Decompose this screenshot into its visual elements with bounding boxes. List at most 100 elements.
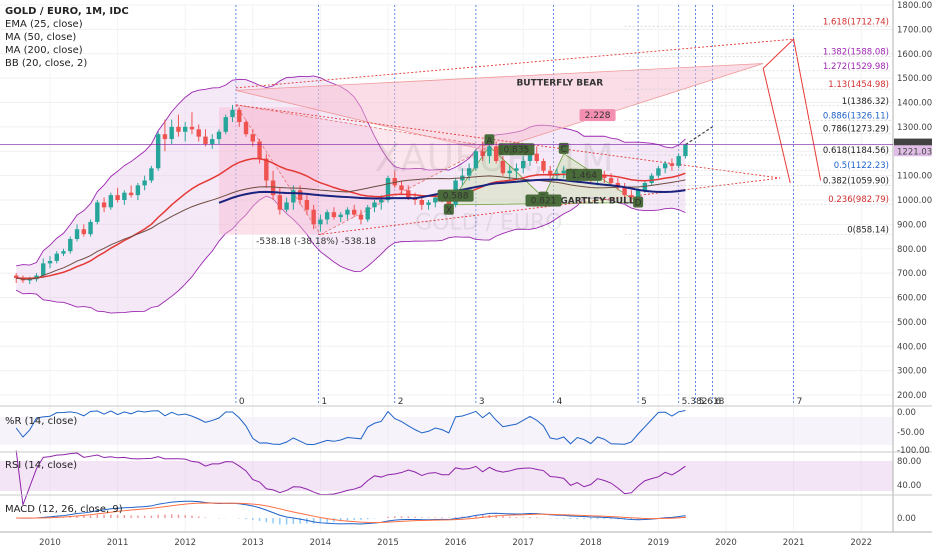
watermark-sub: GOLD / EURO: [415, 210, 563, 235]
candle-body: [635, 190, 641, 198]
candle-body: [189, 126, 195, 130]
fib-label: 1.382(1588.08): [823, 48, 889, 58]
price-tick-label: 300.00: [897, 367, 927, 377]
candle-body: [345, 209, 350, 215]
gartley-label: GARTLEY BULL: [560, 197, 634, 207]
year-tick-label: 2021: [783, 538, 805, 548]
channel-mid: [235, 104, 781, 179]
price-tick-label: 200.00: [897, 391, 927, 401]
butterfly-wing-2: [235, 104, 491, 236]
candle-body: [277, 195, 283, 210]
candle-body: [47, 260, 53, 264]
year-tick-label: 2010: [39, 538, 61, 548]
candle-body: [534, 153, 539, 161]
time-cycle-label: 0: [239, 397, 245, 407]
candle-body: [629, 195, 634, 198]
pattern-ratio-label-bg: [579, 109, 616, 122]
pattern-point-label: C: [561, 145, 567, 155]
pattern-ratio-label: 2.228: [585, 111, 611, 121]
year-tick-label: 2016: [445, 538, 467, 548]
candle-body: [297, 190, 303, 200]
candle-body: [41, 263, 46, 276]
time-cycle-label: 1: [321, 397, 327, 407]
candle-body: [331, 212, 337, 218]
candle-body: [230, 109, 235, 118]
channel-top: [235, 38, 794, 89]
candle-body: [203, 136, 208, 144]
candle-body: [419, 200, 424, 205]
price-tick-label: 1400.00: [897, 99, 932, 109]
candle-body: [95, 202, 100, 222]
pattern-ratio-label: 0.588: [443, 192, 469, 202]
time-cycle-label: 2: [398, 397, 404, 407]
candle-body: [291, 190, 296, 203]
candle-body: [128, 192, 134, 196]
pattern-point-bg: [484, 134, 495, 146]
candle-body: [162, 134, 168, 140]
macd-signal-line: [16, 502, 686, 524]
candle-body: [88, 221, 93, 235]
year-tick-label: 2014: [310, 538, 332, 548]
candle-body: [365, 207, 370, 220]
butterfly-label: BUTTERFLY BEAR: [516, 78, 603, 88]
fib-label: 0.618(1184.56): [823, 146, 889, 156]
price-axis-bg: [893, 0, 932, 550]
butterfly-wing-1: [235, 63, 764, 152]
price-tick-label: 700.00: [897, 269, 927, 279]
candle-body: [115, 195, 120, 200]
rsi-tick-label: 80.00: [897, 457, 921, 467]
pattern-ratio-label-bg: [437, 189, 474, 202]
rsi-band: [0, 461, 893, 491]
watermark-symbol: XAUEUR, 1M: [374, 136, 613, 180]
price-tick-label: 1800.00: [897, 1, 932, 11]
chart-title: GOLD / EURO, 1M, IDC: [5, 6, 129, 17]
fib-level-layer: 1.618(1712.74) 1.382(1588.08) 1.272(1529.9…: [624, 17, 893, 236]
pattern-point-label: X: [446, 206, 452, 216]
candle-body: [183, 126, 188, 132]
candle-body: [54, 253, 59, 261]
rsi-line: [15, 450, 686, 506]
wr-line: [15, 409, 686, 446]
candle-body: [352, 209, 357, 215]
bollinger-lower: [15, 195, 686, 314]
candle-body: [61, 251, 66, 254]
candle-body: [176, 126, 181, 132]
price-tick-label: 500.00: [897, 318, 927, 328]
wr-band: [0, 417, 893, 445]
time-cycle-label: 5.382: [682, 397, 708, 407]
candle-body: [507, 170, 512, 174]
time-cycle-label: 3: [479, 397, 485, 407]
bb-price-label: 1221.03: [897, 147, 932, 157]
price-tick-label: 1700.00: [897, 25, 932, 35]
candle-body: [155, 134, 161, 169]
candle-body: [304, 200, 310, 210]
wr-tick-label: -100.00: [897, 446, 930, 456]
candle-body: [493, 146, 499, 161]
price-tick-label: 800.00: [897, 245, 927, 255]
candle-body: [385, 178, 391, 200]
candle-body: [243, 122, 249, 135]
candle-body: [602, 175, 607, 179]
candle-body: [473, 151, 479, 169]
candle-body: [683, 144, 688, 157]
macd-tick-label: 0.00: [897, 514, 916, 524]
candle-body: [379, 200, 384, 203]
candle-body: [372, 202, 377, 208]
projection-path: [762, 38, 822, 181]
year-tick-label: 2018: [580, 538, 602, 548]
candle-body: [74, 229, 80, 239]
wr-tick-label: -50.00: [897, 428, 924, 438]
price-tick-label: 600.00: [897, 294, 927, 304]
fib-label: 1.13(1454.98): [828, 80, 889, 90]
candle-body: [142, 180, 147, 186]
candle-body: [216, 131, 222, 140]
candle-body: [257, 141, 262, 159]
price-tick-label: 1000.00: [897, 196, 932, 206]
candle-body: [108, 195, 114, 208]
year-tick-label: 2011: [107, 538, 129, 548]
candle-body: [608, 178, 614, 183]
